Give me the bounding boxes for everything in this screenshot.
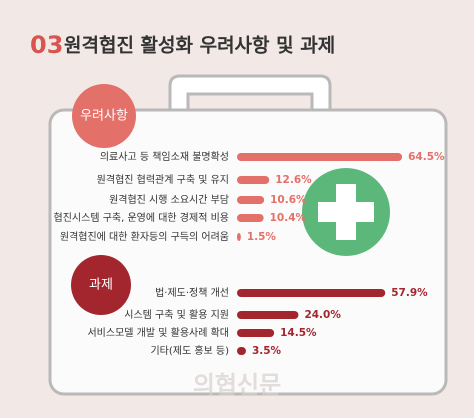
bar xyxy=(237,233,241,241)
bar xyxy=(237,153,403,161)
value-label: 10.4% xyxy=(270,212,307,224)
category-label: 원격협진에 대한 환자등의 구득의 어려움 xyxy=(60,230,229,243)
section-badge xyxy=(71,255,131,315)
category-label: 의료사고 등 책임소재 불명확성 xyxy=(100,150,229,163)
section-number: 03 xyxy=(30,31,63,59)
section-title: 우려사항 xyxy=(80,109,128,124)
bar xyxy=(237,311,299,319)
watermark: 의협신문 xyxy=(193,371,281,399)
category-label: 시스템 구축 및 활용 지원 xyxy=(124,308,229,321)
value-label: 3.5% xyxy=(252,345,282,357)
value-label: 57.9% xyxy=(391,287,428,299)
section-title: 과제 xyxy=(89,278,113,293)
page-title: 원격협진 활성화 우려사항 및 과제 xyxy=(64,35,335,57)
value-label: 1.5% xyxy=(247,231,277,243)
cross xyxy=(318,202,374,222)
bar xyxy=(237,214,264,222)
category-label: 협진시스템 구축, 운영에 대한 경제적 비용 xyxy=(54,211,229,224)
value-label: 24.0% xyxy=(304,309,341,321)
category-label: 원격협진 협력관계 구축 및 유지 xyxy=(97,173,229,186)
bar xyxy=(237,289,386,297)
bar xyxy=(237,329,275,337)
value-label: 10.6% xyxy=(270,194,307,206)
bar xyxy=(237,176,270,184)
section-badge xyxy=(72,84,136,148)
bar xyxy=(237,196,265,204)
category-label: 법·제도·정책 개선 xyxy=(155,287,229,299)
value-label: 64.5% xyxy=(408,151,445,163)
category-label: 서비스모델 개발 및 활용사례 확대 xyxy=(87,326,229,339)
value-label: 14.5% xyxy=(280,327,317,339)
bar xyxy=(237,347,246,355)
value-label: 12.6% xyxy=(275,174,312,186)
category-label: 기타(제도 홍보 등) xyxy=(150,344,229,357)
category-label: 원격협진 시행 소요시간 부담 xyxy=(109,193,229,206)
